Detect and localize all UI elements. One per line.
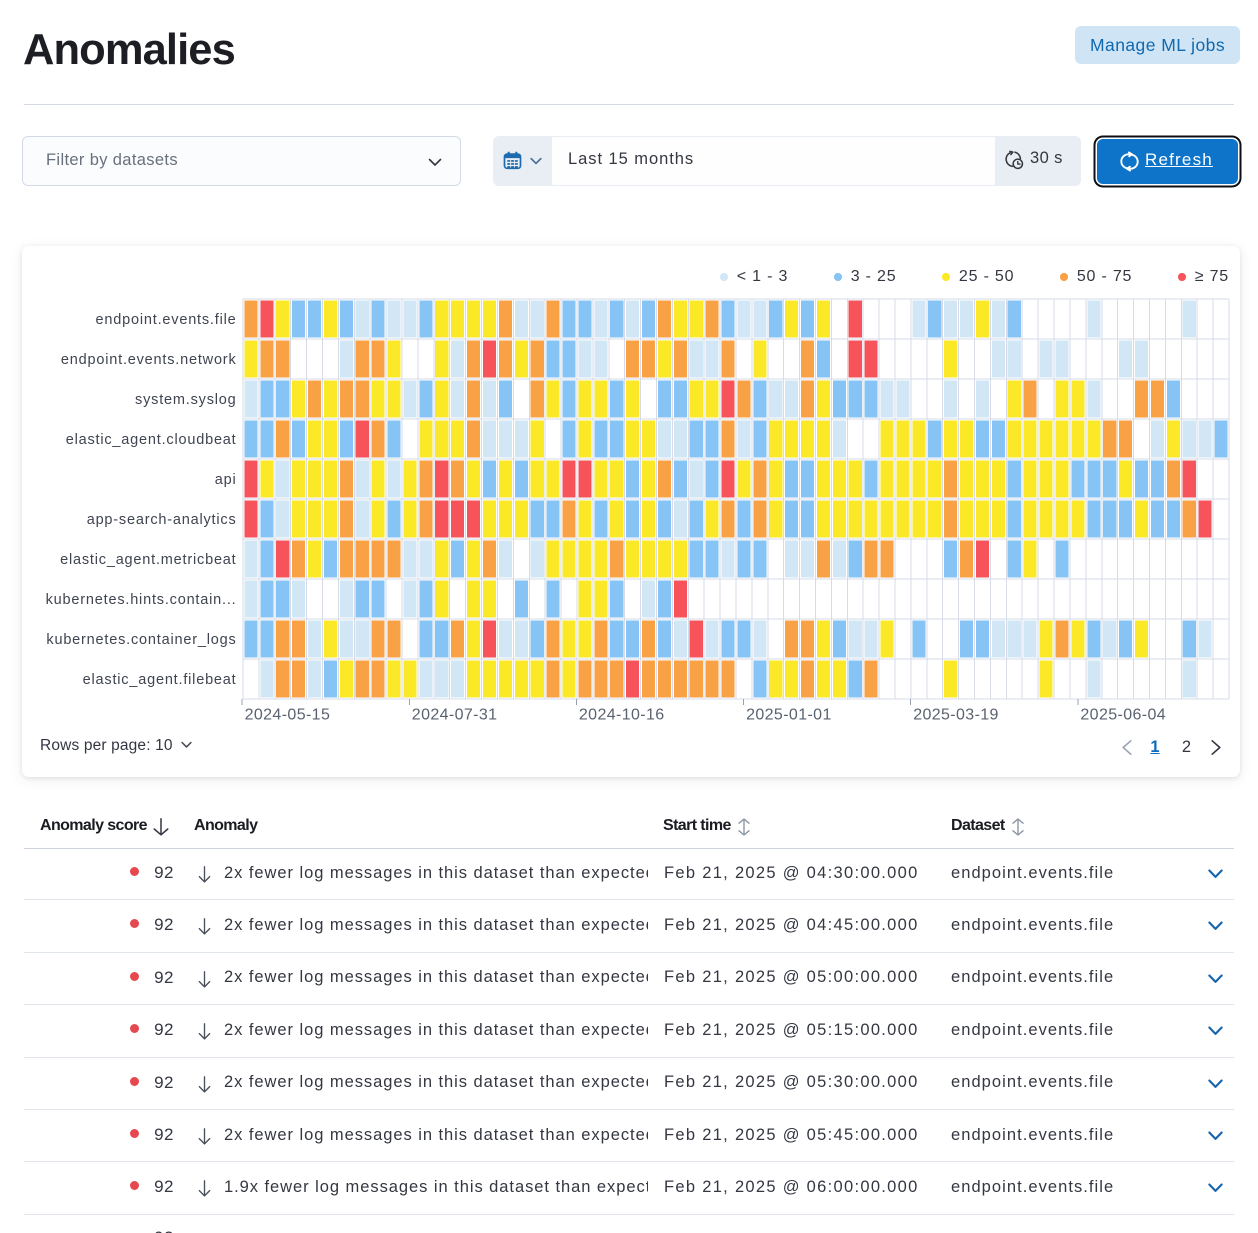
svg-text:2025-03-19: 2025-03-19 xyxy=(913,707,999,724)
svg-text:elastic_agent.metricbeat: elastic_agent.metricbeat xyxy=(60,552,236,568)
svg-text:endpoint.events.network: endpoint.events.network xyxy=(61,352,237,368)
svg-text:api: api xyxy=(215,472,237,488)
svg-text:kubernetes.hints.contain...: kubernetes.hints.contain... xyxy=(46,592,237,608)
svg-text:elastic_agent.filebeat: elastic_agent.filebeat xyxy=(83,672,237,688)
svg-text:2024-07-31: 2024-07-31 xyxy=(412,707,498,724)
svg-text:kubernetes.container_logs: kubernetes.container_logs xyxy=(46,632,236,648)
svg-text:2025-01-01: 2025-01-01 xyxy=(746,707,832,724)
svg-text:2024-10-16: 2024-10-16 xyxy=(579,707,665,724)
svg-text:elastic_agent.cloudbeat: elastic_agent.cloudbeat xyxy=(66,432,237,448)
svg-text:app-search-analytics: app-search-analytics xyxy=(87,512,237,528)
svg-text:system.syslog: system.syslog xyxy=(135,392,236,408)
svg-text:2025-06-04: 2025-06-04 xyxy=(1080,707,1166,724)
svg-text:2024-05-15: 2024-05-15 xyxy=(245,707,331,724)
svg-text:endpoint.events.file: endpoint.events.file xyxy=(96,312,237,328)
